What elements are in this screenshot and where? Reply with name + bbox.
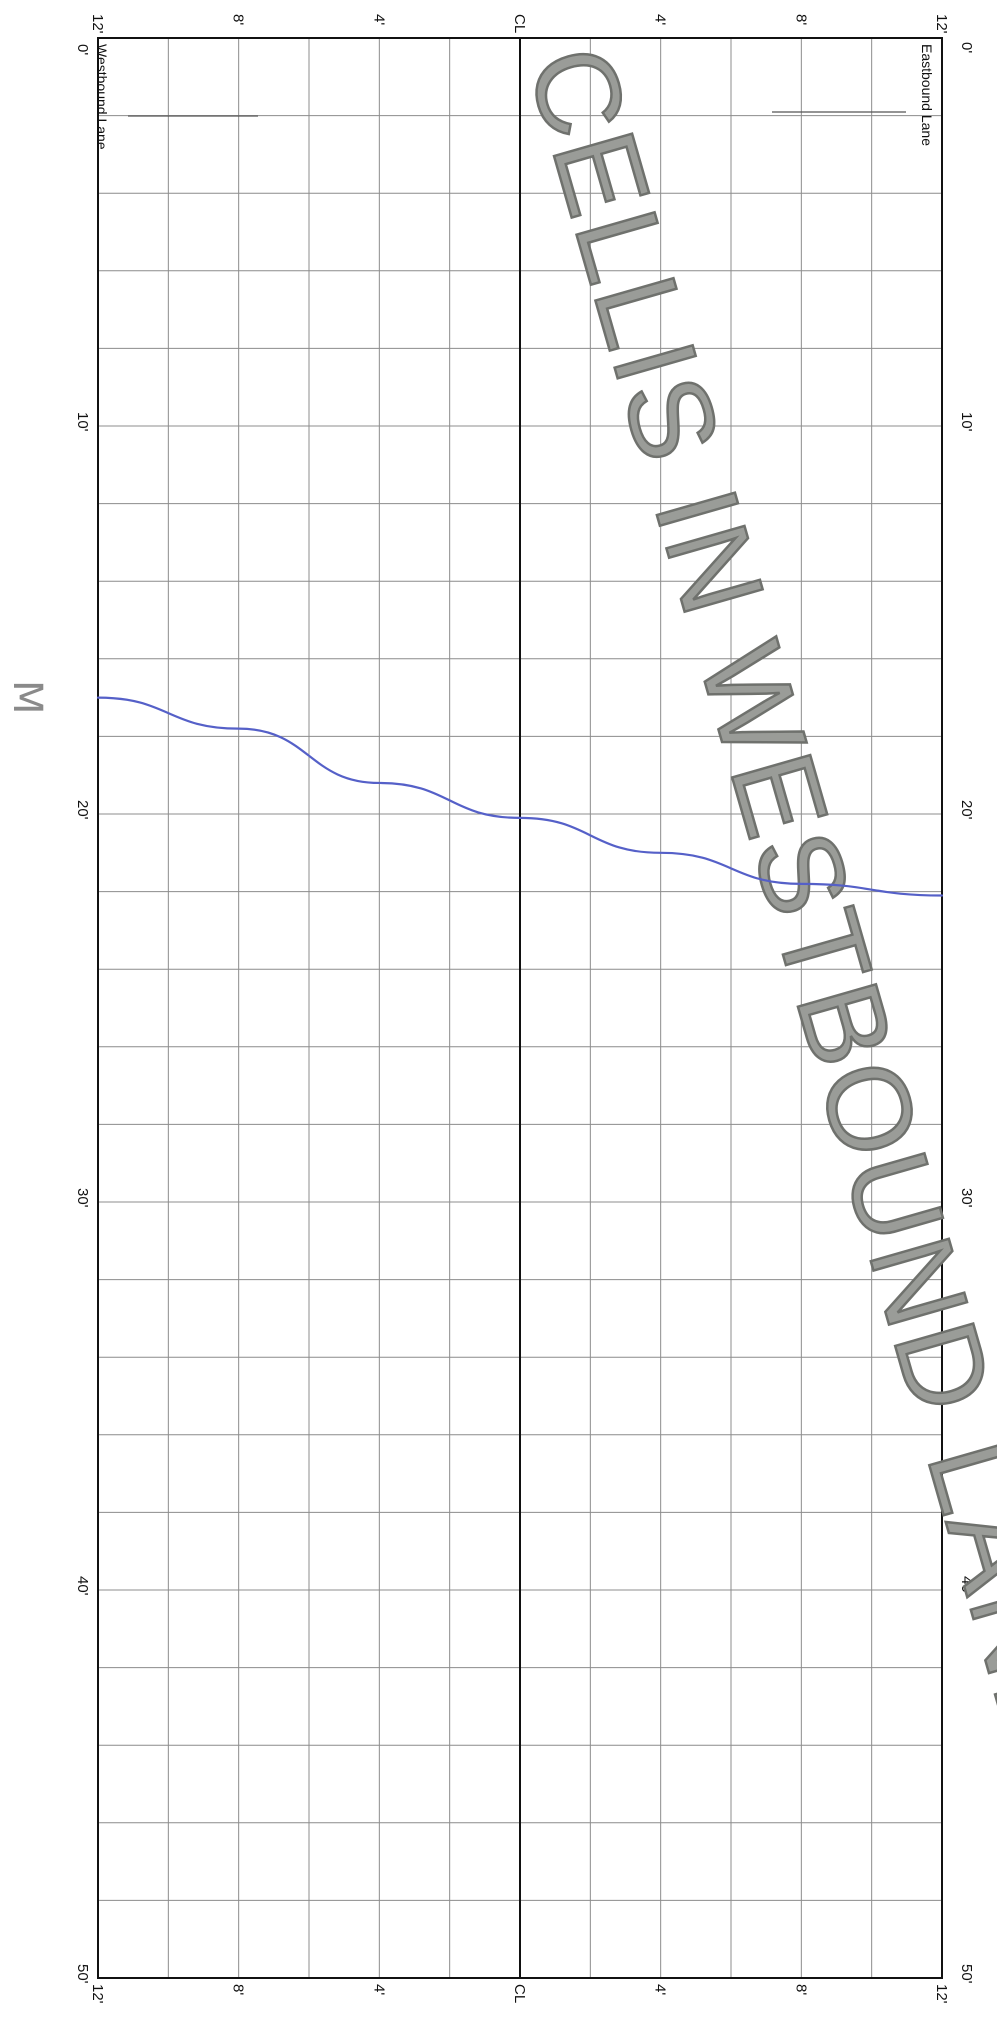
offset-label: 12' <box>933 1984 950 2004</box>
offset-label: 4' <box>370 1984 387 1995</box>
offset-label: 4' <box>370 14 387 25</box>
offset-label: 4' <box>652 14 669 25</box>
station-label: 50' <box>958 1964 975 1984</box>
station-label: 20' <box>958 800 975 820</box>
offset-label: 12' <box>89 1984 106 2004</box>
station-label: 0' <box>958 42 975 53</box>
station-label: 40' <box>958 1576 975 1596</box>
station-label: 10' <box>958 412 975 432</box>
offset-label: 8' <box>230 14 247 25</box>
station-label: 30' <box>958 1188 975 1208</box>
station-label: 20' <box>74 800 91 820</box>
station-label: 30' <box>74 1188 91 1208</box>
bottom-offset-labels: 12' 8' 4' CL 4' 8' 12' <box>89 1984 950 2004</box>
station-label: 50' <box>74 1964 91 1984</box>
station-label: 10' <box>74 412 91 432</box>
offset-label: 8' <box>792 1984 809 1995</box>
offset-label: 12' <box>89 14 106 34</box>
handwritten-mark: M <box>4 680 50 715</box>
offset-label: 8' <box>230 1984 247 1995</box>
westbound-lane-label: Westbound Lane <box>94 44 110 150</box>
offset-label: CL <box>511 1984 528 2003</box>
offset-label: 12' <box>933 14 950 34</box>
station-label: 0' <box>74 44 91 55</box>
eastbound-lane-label: Eastbound Lane <box>919 44 935 146</box>
crack-line <box>96 696 944 897</box>
station-label: 40' <box>74 1576 91 1596</box>
offset-label: 8' <box>792 14 809 25</box>
right-station-labels: 0' 10' 20' 30' 40' 50' <box>958 42 975 1984</box>
stamp-text: CELLIS IN WESTBOUND LANE <box>502 33 997 1771</box>
offset-label: CL <box>511 14 528 33</box>
left-station-labels: 0' 10' 20' 30' 40' 50' <box>74 44 91 1984</box>
top-offset-labels: 12' 8' 4' CL 4' 8' 12' <box>89 14 950 34</box>
offset-label: 4' <box>652 1984 669 1995</box>
